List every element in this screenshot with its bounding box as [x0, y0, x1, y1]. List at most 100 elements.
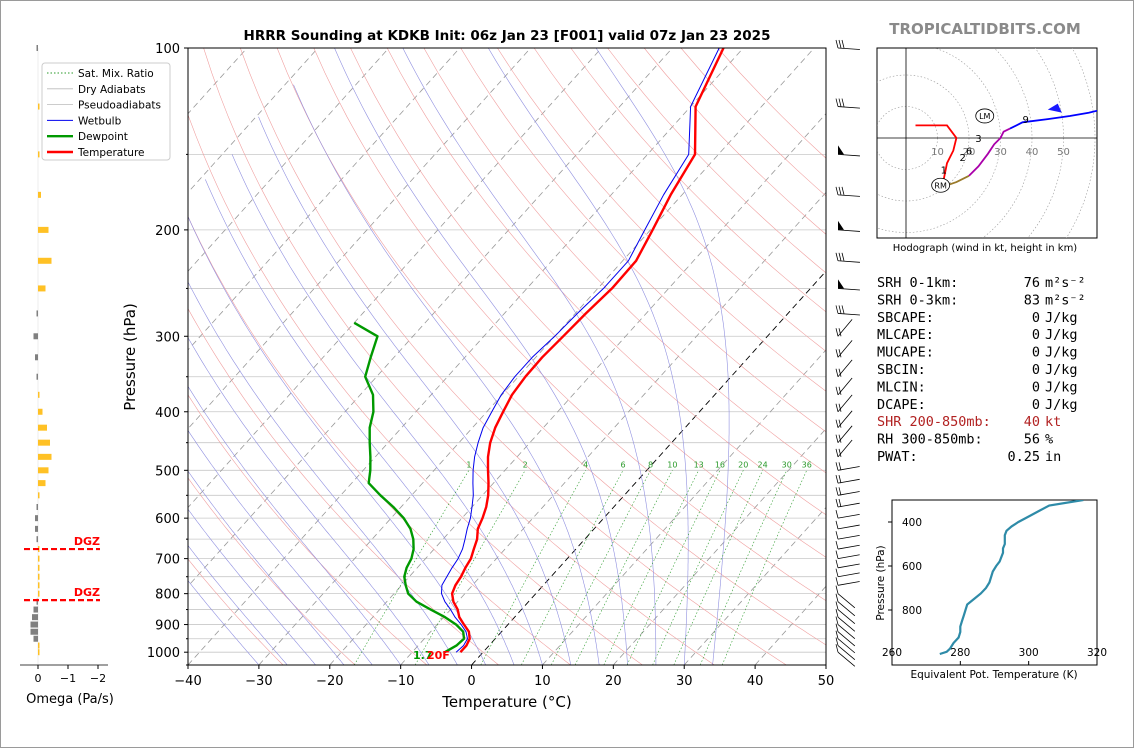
stat-row: SHR 200-850mb: 40 kt [877, 414, 1061, 430]
wind-barb-staff [837, 466, 860, 471]
dry-adiabat [188, 477, 356, 665]
stat-value: 0 [1032, 397, 1040, 413]
dgz-label: DGZ [74, 535, 100, 548]
y-tick-label: 400 [155, 406, 180, 421]
wind-barb-feather [835, 448, 839, 457]
wind-barb [835, 487, 860, 496]
dry-adiabat [497, 48, 826, 392]
wind-barb-staff [837, 616, 856, 632]
pseudoadiabat [188, 545, 288, 665]
x-tick-label: 20 [605, 674, 622, 689]
dry-adiabat [188, 307, 499, 665]
stat-row: MLCAPE: 0 J/kg [877, 327, 1078, 343]
wind-barb [835, 359, 853, 377]
hodograph-height-label: 2 [960, 153, 966, 164]
dgz-label: DGZ [74, 586, 100, 599]
omega-bar [38, 257, 52, 264]
dry-adiabat [188, 215, 571, 665]
wind-barb-feather [838, 386, 842, 395]
mixing-ratio-label: 1 [466, 460, 471, 469]
stat-row: MLCIN: 0 J/kg [877, 379, 1078, 395]
y-axis-label: Pressure (hPa) [121, 303, 139, 411]
wind-barb [835, 462, 860, 471]
theta-e-x-tick-label: 300 [1019, 647, 1039, 659]
isotherm-line [542, 349, 826, 665]
hodograph-height-label: 1 [941, 166, 947, 177]
y-tick-label: 1000 [147, 646, 180, 661]
wind-barb-flag [838, 220, 844, 230]
wind-barb-staff [837, 572, 860, 578]
theta-e-x-tick-label: 280 [950, 647, 970, 659]
x-tick-label: 0 [467, 674, 475, 689]
stat-unit: J/kg [1045, 327, 1078, 343]
mixing-ratio-label: 13 [694, 460, 704, 469]
wind-barb-feather [841, 186, 845, 195]
wind-barb-feather [838, 462, 842, 471]
pseudoadiabat [188, 580, 260, 665]
y-tick-label: 200 [155, 224, 180, 239]
wind-barb-feather [835, 630, 839, 639]
wind-barb [835, 520, 860, 530]
stat-value: 0 [1032, 362, 1040, 378]
wind-barb [835, 305, 860, 316]
wind-barb-feather [838, 475, 842, 484]
stat-value: 56 [1024, 432, 1040, 448]
omega-bar [30, 621, 38, 628]
wind-barb [835, 377, 853, 396]
hodograph-ring-label: 50 [1057, 147, 1070, 158]
x-tick-label: 10 [534, 674, 551, 689]
wind-barb-staff [837, 631, 856, 647]
omega-bar [38, 391, 40, 398]
skewt-axes-frame [187, 47, 827, 666]
wind-barb-feather [838, 419, 842, 428]
wind-barb-staff [837, 624, 856, 639]
pseudoadiabat [334, 48, 628, 665]
omega-bar [30, 628, 38, 635]
omega-x-tick-label: −2 [90, 672, 106, 685]
mixing-ratio-line [626, 470, 721, 665]
temperature-series-line [450, 48, 725, 654]
legend: Sat. Mix. Ratio Dry Adiabats Pseudoadiabat… [41, 62, 171, 161]
stat-label: SBCAPE: [877, 310, 934, 326]
theta-e-y-tick-label: 600 [902, 561, 922, 573]
wind-barb-staff [837, 502, 860, 508]
stat-label: SBCIN: [877, 362, 926, 378]
stat-unit: J/kg [1045, 310, 1078, 326]
omega-bar [38, 424, 47, 431]
wind-barb-feather [838, 98, 842, 107]
mixing-ratio-label: 6 [620, 460, 625, 469]
wind-barb-staff [837, 534, 860, 540]
pseudoadiabat [188, 215, 486, 665]
wind-barb [835, 593, 856, 617]
wind-barb-staff [837, 601, 856, 617]
wind-barb-feather [835, 39, 839, 49]
mixing-ratio-label: 24 [758, 460, 768, 469]
isotherm-line [188, 48, 744, 665]
stat-unit: m²s⁻² [1045, 292, 1086, 308]
pseudoadiabat [402, 48, 657, 665]
theta-e-x-label: Equivalent Pot. Temperature (K) [910, 669, 1077, 681]
omega-bar [36, 310, 38, 317]
theta-e-x-tick-label: 260 [882, 647, 902, 659]
isotherm-line [0, 48, 34, 665]
wind-barb-feather [835, 434, 839, 443]
omega-x-tick-label: 0 [35, 672, 42, 685]
wind-barb-feather [835, 349, 839, 358]
stat-value: 76 [1024, 275, 1040, 291]
wind-barb-feather [835, 252, 839, 261]
omega-bar [38, 573, 40, 580]
omega-bar [38, 480, 46, 487]
omega-bar [38, 467, 49, 474]
omega-bar [38, 103, 40, 110]
wind-barb-feather [835, 531, 839, 540]
wind-barb [835, 644, 856, 667]
dry-adiabat [350, 48, 826, 558]
hodograph-marker-label: LM [979, 112, 990, 121]
stat-label: RH 300-850mb: [877, 432, 983, 448]
hodograph-ring-label: 20 [963, 147, 976, 158]
theta-e-y-tick-label: 800 [902, 605, 922, 617]
wind-barb-feather [838, 448, 842, 457]
omega-bar [38, 564, 40, 571]
wind-barb-staff [837, 313, 860, 316]
